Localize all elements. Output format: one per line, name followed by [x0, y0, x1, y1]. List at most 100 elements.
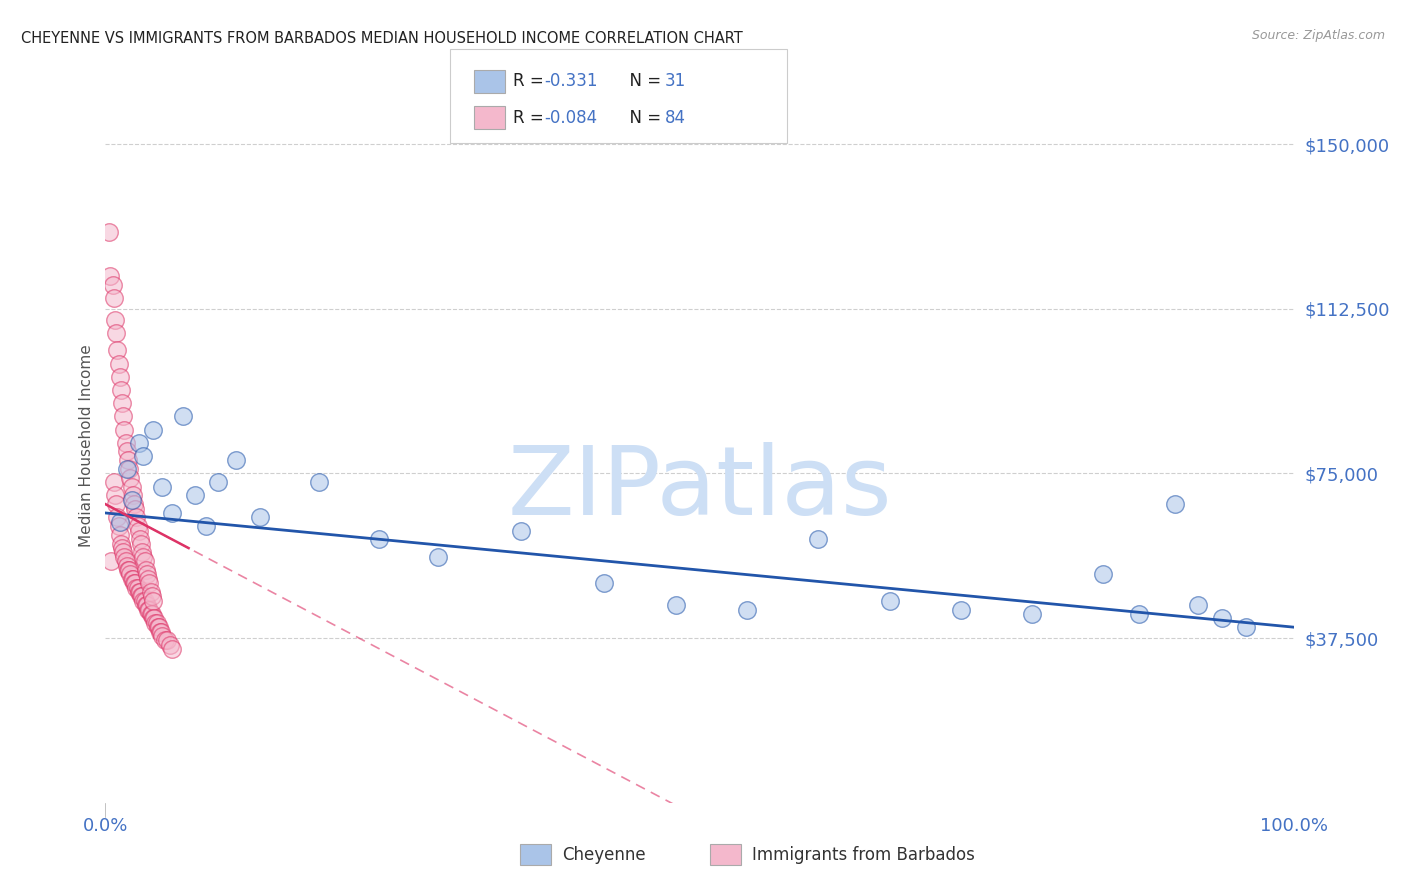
Point	[118, 462, 141, 476]
Point	[1128, 607, 1150, 621]
Point	[108, 528, 131, 542]
Text: Cheyenne: Cheyenne	[562, 847, 645, 864]
Point	[1021, 607, 1043, 621]
Point	[136, 567, 159, 582]
Point	[114, 549, 136, 564]
Point	[152, 480, 174, 494]
Point	[172, 409, 194, 424]
Point	[129, 590, 152, 604]
Y-axis label: Median Household Income: Median Household Income	[79, 344, 94, 548]
Point	[101, 277, 124, 292]
Point	[121, 488, 143, 502]
Point	[131, 545, 153, 559]
Point	[136, 572, 159, 586]
Point	[103, 291, 125, 305]
Point	[124, 576, 146, 591]
Point	[129, 537, 152, 551]
Point	[143, 615, 166, 630]
Point	[135, 563, 157, 577]
Point	[735, 602, 758, 616]
Point	[110, 537, 132, 551]
Point	[128, 585, 150, 599]
Point	[98, 225, 121, 239]
Point	[115, 444, 138, 458]
Text: N =: N =	[619, 109, 666, 127]
Point	[160, 506, 183, 520]
Point	[128, 524, 150, 538]
Point	[127, 581, 149, 595]
Point	[148, 620, 170, 634]
Point	[132, 594, 155, 608]
Point	[225, 453, 247, 467]
Point	[153, 633, 176, 648]
Point	[129, 585, 152, 599]
Text: -0.331: -0.331	[544, 72, 598, 90]
Text: R =: R =	[513, 109, 550, 127]
Text: 84: 84	[665, 109, 686, 127]
Point	[160, 642, 183, 657]
Point	[104, 488, 127, 502]
Point	[127, 519, 149, 533]
Point	[131, 590, 153, 604]
Point	[110, 383, 132, 397]
Point	[114, 423, 136, 437]
Point	[149, 624, 172, 639]
Point	[141, 607, 163, 621]
Point	[114, 554, 136, 568]
Point	[125, 581, 148, 595]
Point	[156, 633, 179, 648]
Point	[125, 510, 148, 524]
Point	[142, 423, 165, 437]
Point	[136, 602, 159, 616]
Point	[1164, 497, 1187, 511]
Point	[183, 488, 205, 502]
Point	[114, 435, 136, 450]
Point	[103, 475, 125, 490]
Point	[128, 435, 150, 450]
Point	[142, 594, 165, 608]
Point	[142, 611, 165, 625]
Point	[195, 519, 218, 533]
Point	[135, 598, 157, 612]
Point	[117, 453, 139, 467]
Text: 31: 31	[665, 72, 686, 90]
Point	[107, 519, 129, 533]
Point	[120, 471, 142, 485]
Point	[665, 598, 688, 612]
Point	[427, 549, 450, 564]
Point	[111, 541, 134, 555]
Text: ZIPatlas: ZIPatlas	[508, 442, 891, 535]
Point	[141, 590, 163, 604]
Point	[138, 576, 160, 591]
Point	[107, 357, 129, 371]
Text: Source: ZipAtlas.com: Source: ZipAtlas.com	[1251, 29, 1385, 42]
Point	[132, 449, 155, 463]
Point	[139, 607, 162, 621]
Point	[122, 576, 145, 591]
Point	[146, 620, 169, 634]
Point	[879, 594, 901, 608]
Point	[138, 602, 160, 616]
Point	[118, 563, 141, 577]
Point	[145, 615, 167, 630]
Point	[1092, 567, 1115, 582]
Point	[807, 533, 830, 547]
Point	[108, 515, 131, 529]
Text: N =: N =	[619, 72, 666, 90]
Text: Immigrants from Barbados: Immigrants from Barbados	[752, 847, 976, 864]
Point	[134, 594, 156, 608]
Point	[129, 533, 152, 547]
Point	[105, 497, 128, 511]
Point	[98, 268, 121, 283]
Point	[132, 549, 155, 564]
Point	[1234, 620, 1257, 634]
Point	[122, 497, 145, 511]
Point	[159, 638, 181, 652]
Point	[1211, 611, 1233, 625]
Point	[207, 475, 229, 490]
Point	[308, 475, 330, 490]
Point	[143, 611, 166, 625]
Point	[121, 480, 143, 494]
Point	[108, 369, 131, 384]
Text: -0.084: -0.084	[544, 109, 598, 127]
